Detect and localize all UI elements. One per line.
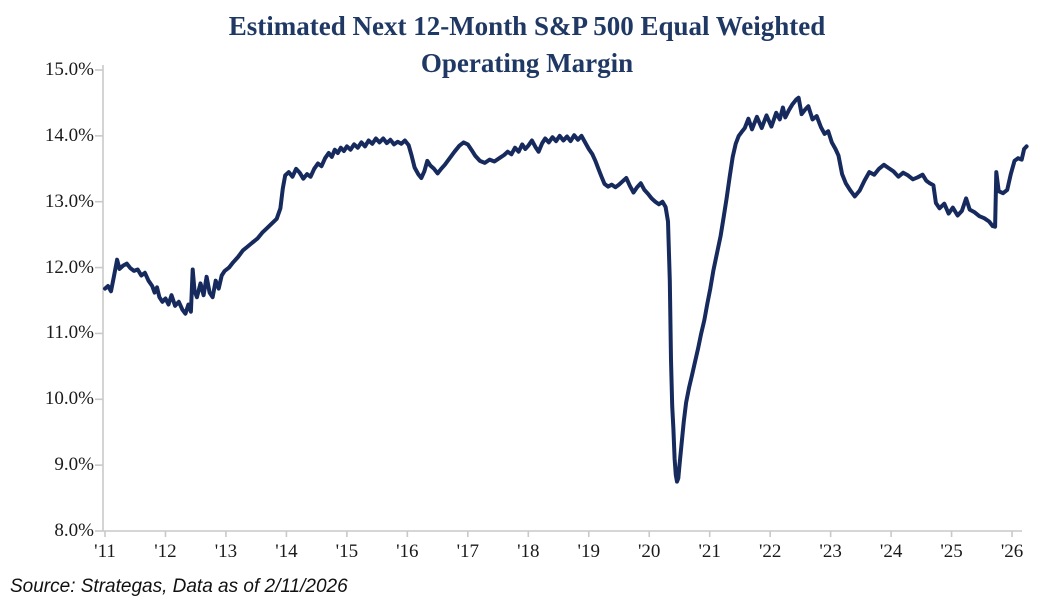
x-tick-label: '18 xyxy=(517,541,540,562)
data-line-operating-margin xyxy=(103,95,1029,484)
y-tick-label: 11.0% xyxy=(45,322,94,344)
y-tick-label: 15.0% xyxy=(44,59,94,80)
y-tick-label: 14.0% xyxy=(44,124,94,146)
source-note: Source: Strategas, Data as of 2/11/2026 xyxy=(10,576,348,597)
y-tick-label: 13.0% xyxy=(44,190,94,212)
x-tick-label: '20 xyxy=(638,541,661,562)
x-tick-label: '13 xyxy=(214,541,238,562)
x-tick-label: '17 xyxy=(456,541,480,562)
y-tick-label: 12.0% xyxy=(44,256,94,278)
x-tick-label: '15 xyxy=(335,541,359,562)
x-tick-label: '14 xyxy=(275,541,298,562)
chart-title: Estimated Next 12-Month S&P 500 Equal We… xyxy=(0,8,1054,82)
x-tick-label: '25 xyxy=(940,541,963,562)
x-tick-label: '21 xyxy=(698,541,721,562)
y-tick-label: 8.0% xyxy=(54,520,94,541)
x-tick-label: '22 xyxy=(758,541,782,562)
y-tick-label: 9.0% xyxy=(54,454,94,476)
axis-lines xyxy=(102,65,1022,532)
x-tick-label: '23 xyxy=(819,541,842,562)
x-tick-label: '24 xyxy=(879,541,903,562)
x-tick-label: '11 xyxy=(94,541,116,562)
x-tick-label: '19 xyxy=(577,541,600,562)
x-tick-label: '26 xyxy=(1000,541,1024,562)
x-tick-label: '12 xyxy=(154,541,177,562)
chart-title-line2: Operating Margin xyxy=(420,48,634,78)
x-tick-label: '16 xyxy=(396,541,419,562)
chart-title-line1: Estimated Next 12-Month S&P 500 Equal We… xyxy=(228,11,826,41)
y-tick-label: 10.0% xyxy=(44,388,94,410)
